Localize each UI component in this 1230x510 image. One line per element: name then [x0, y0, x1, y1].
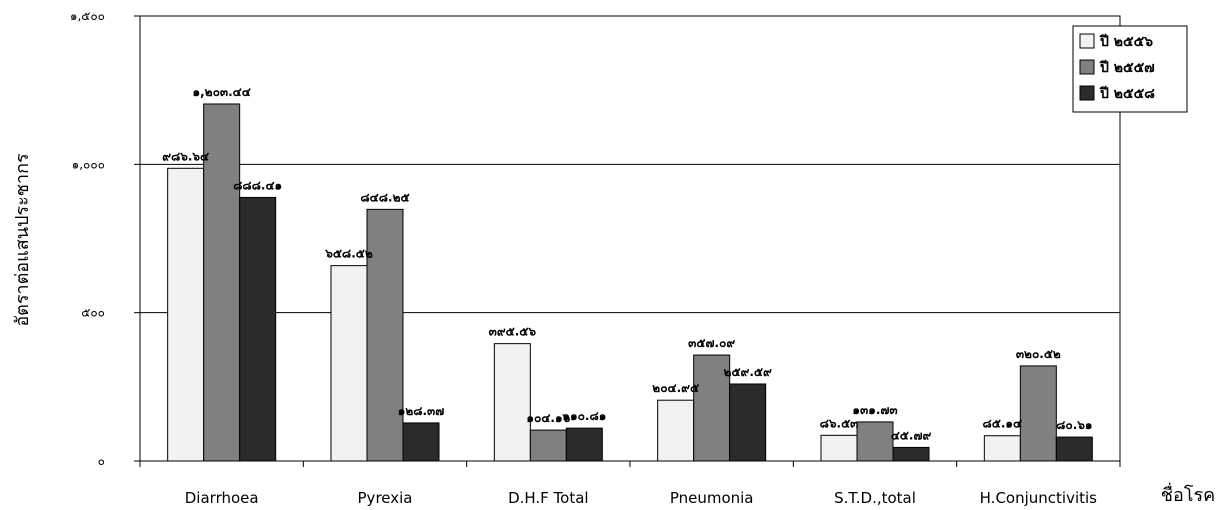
data-label: ๘๕.๑๔	[983, 417, 1023, 431]
y-tick-label: ๐	[98, 454, 105, 468]
data-label: ๘๘๘.๔๑	[233, 178, 282, 192]
bars	[168, 104, 1093, 461]
plot-area-border	[140, 16, 1120, 461]
bar	[168, 168, 204, 461]
x-tick-label: Pyrexia	[358, 489, 413, 507]
legend-label: ปี ๒๕๕๖	[1099, 34, 1154, 50]
bar	[984, 436, 1020, 461]
legend-swatch	[1080, 34, 1094, 48]
x-axis-title: ชื่อโรค	[1161, 482, 1215, 506]
bar	[240, 197, 276, 461]
bar	[530, 430, 566, 461]
bar	[821, 435, 857, 461]
data-label: ๓๒๐.๕๒	[1016, 347, 1061, 361]
data-label: ๑๓๑.๗๓	[852, 403, 897, 417]
data-label: ๘๐.๖๑	[1056, 418, 1092, 432]
legend-swatch	[1080, 86, 1094, 100]
bar	[730, 384, 766, 461]
data-label: ๓๙๕.๕๖	[489, 325, 537, 339]
bar	[331, 266, 367, 461]
y-tick-label: ๑,๐๐๐	[72, 157, 105, 171]
gridlines	[140, 164, 1120, 312]
x-tick-label: Diarrhoea	[185, 489, 259, 507]
legend-label: ปี ๒๕๕๘	[1099, 86, 1156, 102]
y-axis-title: อัตราต่อแสนประชากร	[12, 153, 33, 327]
data-label: ๘๖.๕๓	[820, 416, 859, 430]
y-tick-label: ๑,๕๐๐	[70, 9, 105, 23]
y-tick-label: ๕๐๐	[81, 306, 105, 320]
data-label: ๔๕.๗๙	[891, 428, 932, 442]
data-label: ๑๑๐.๘๑	[562, 409, 606, 423]
data-label: ๙๘๖.๖๔	[162, 149, 209, 163]
y-axis: ๐ ๕๐๐ ๑,๐๐๐ ๑,๕๐๐	[70, 9, 140, 468]
x-tick-label: S.T.D.,total	[834, 489, 916, 507]
x-tick-label: Pneumonia	[670, 489, 754, 507]
bar	[1020, 366, 1056, 461]
data-label: ๒๐๔.๙๕	[652, 381, 699, 395]
bar	[857, 422, 893, 461]
legend-swatch	[1080, 60, 1094, 74]
x-axis: Diarrhoea Pyrexia D.H.F Total Pneumonia S.T.…	[140, 461, 1120, 507]
bar	[566, 428, 602, 461]
data-label: ๑,๒๐๓.๔๔	[192, 85, 250, 99]
bar	[658, 400, 694, 461]
bar	[494, 344, 530, 461]
x-tick-label: H.Conjunctivitis	[980, 489, 1098, 507]
data-label: ๖๕๘.๕๒	[324, 247, 373, 261]
x-tick-label: D.H.F Total	[508, 489, 589, 507]
data-label: ๒๕๙.๕๙	[724, 365, 772, 379]
data-label: ๘๔๘.๒๕	[360, 190, 409, 204]
data-label: ๑๒๘.๓๗	[398, 404, 445, 418]
bar	[403, 423, 439, 461]
bar	[1056, 437, 1092, 461]
legend-label: ปี ๒๕๕๗	[1099, 60, 1155, 76]
bar	[893, 447, 929, 461]
data-label: ๓๕๗.๐๙	[688, 336, 735, 350]
